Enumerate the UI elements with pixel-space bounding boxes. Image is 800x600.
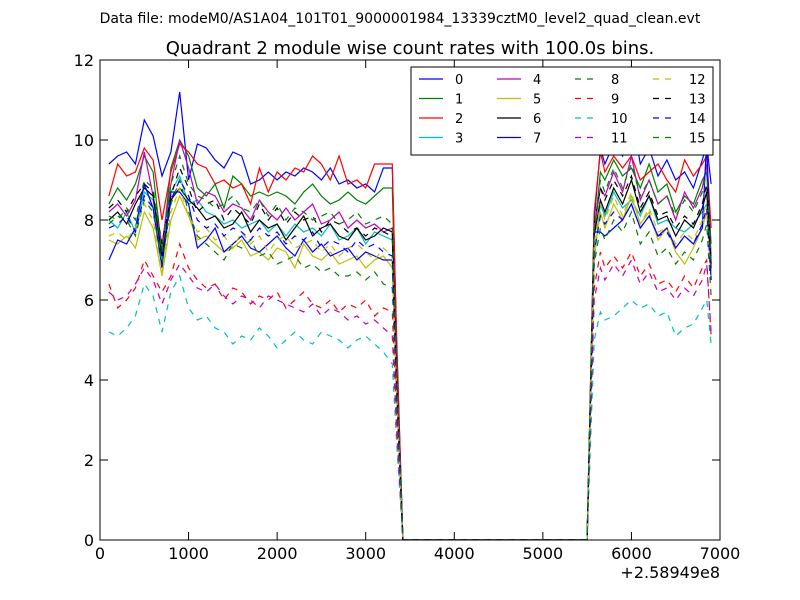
series-line-5 [108,194,712,540]
legend-label-7: 7 [533,132,541,147]
legend-label-1: 1 [455,93,463,108]
legend-label-11: 11 [611,132,628,147]
chart-suptitle: Data file: modeM0/AS1A04_101T01_90000019… [100,11,701,27]
legend-label-9: 9 [611,93,619,108]
y-tick-label: 10 [74,131,94,150]
series-line-13 [108,166,712,540]
series-group [108,91,712,540]
legend-label-12: 12 [689,73,706,88]
legend-label-3: 3 [455,132,463,147]
x-offset-label: +2.58949e8 [620,563,720,582]
x-tick-label: 5000 [522,544,563,563]
legend-label-0: 0 [455,73,463,88]
plot-area [108,91,712,540]
series-line-11 [108,258,712,540]
legend-label-15: 15 [689,132,706,147]
legend-label-4: 4 [533,73,541,88]
x-tick-label: 2000 [257,544,298,563]
y-tick-label: 6 [84,291,94,310]
legend-label-14: 14 [689,112,706,127]
x-tick-label: 3000 [345,544,386,563]
legend-label-13: 13 [689,93,706,108]
legend-label-10: 10 [611,112,628,127]
series-line-0 [108,91,712,540]
series-line-2 [108,142,712,540]
legend-label-5: 5 [533,93,541,108]
legend-box [410,66,714,156]
x-tick-label: 1000 [168,544,209,563]
series-line-8 [108,178,712,540]
y-tick-label: 0 [84,531,94,550]
x-tick-label: 4000 [434,544,475,563]
y-tick-label: 4 [84,371,94,390]
series-line-14 [108,178,712,540]
series-line-15 [108,154,712,540]
y-tick-label: 12 [74,51,94,70]
legend-label-8: 8 [611,73,619,88]
series-line-7 [108,139,712,540]
series-line-4 [108,139,712,540]
y-tick-label: 2 [84,451,94,470]
legend-label-2: 2 [455,112,463,127]
legend-label-6: 6 [533,112,541,127]
y-tick-label: 8 [84,211,94,230]
series-line-9 [108,242,712,540]
x-tick-label: 6000 [611,544,652,563]
chart-title: Quadrant 2 module wise count rates with … [166,38,655,59]
series-line-12 [108,186,712,540]
x-tick-label: 7000 [700,544,741,563]
series-line-3 [108,174,712,540]
x-tick-label: 0 [95,544,105,563]
series-line-10 [108,274,712,540]
